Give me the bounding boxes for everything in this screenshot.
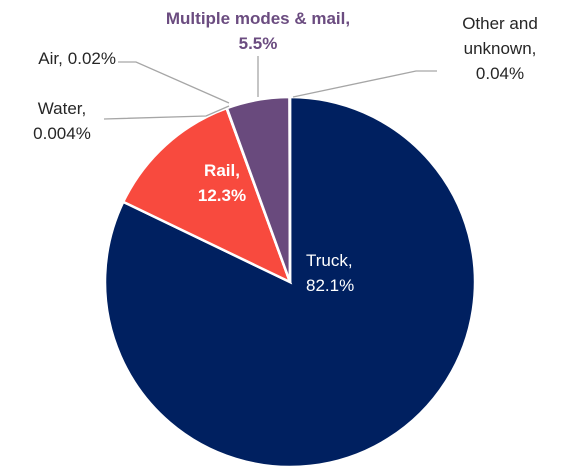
category-label: Multiple modes & mail, <box>166 9 350 28</box>
data-label: Water, 0.004% <box>33 99 91 143</box>
value-label: 12.3% <box>198 186 246 205</box>
category-label: Water, <box>38 99 87 118</box>
pie-slice <box>121 106 293 285</box>
value-label: 82.1% <box>306 276 354 295</box>
labels: Truck, 82.1% Rail, 12.3% Water, 0.004% Air, 0.0… <box>33 9 538 295</box>
leader-line <box>103 105 230 120</box>
category-line: unknown, <box>464 39 537 58</box>
value-label: 0.04% <box>476 64 524 83</box>
pie <box>103 95 477 466</box>
category-label: Other and unknown, <box>462 14 538 58</box>
leader-lines <box>103 56 437 120</box>
data-label: Truck, 82.1% <box>306 251 354 295</box>
value-label: 0.004% <box>33 124 91 143</box>
data-label: Multiple modes & mail, 5.5% <box>166 9 350 53</box>
leader-line <box>118 61 230 104</box>
value-label: 0.02% <box>68 49 116 68</box>
category-label: Truck, <box>306 251 353 270</box>
category-line: Other and <box>462 14 538 33</box>
value-label: 5.5% <box>239 34 278 53</box>
data-label: Air, 0.02% <box>38 49 116 68</box>
category-label: Air, <box>38 49 63 68</box>
leader-line <box>292 70 437 98</box>
data-label: Other and unknown, 0.04% <box>462 14 538 83</box>
data-label: Rail, 12.3% <box>198 161 246 205</box>
category-label: Rail, <box>204 161 240 180</box>
